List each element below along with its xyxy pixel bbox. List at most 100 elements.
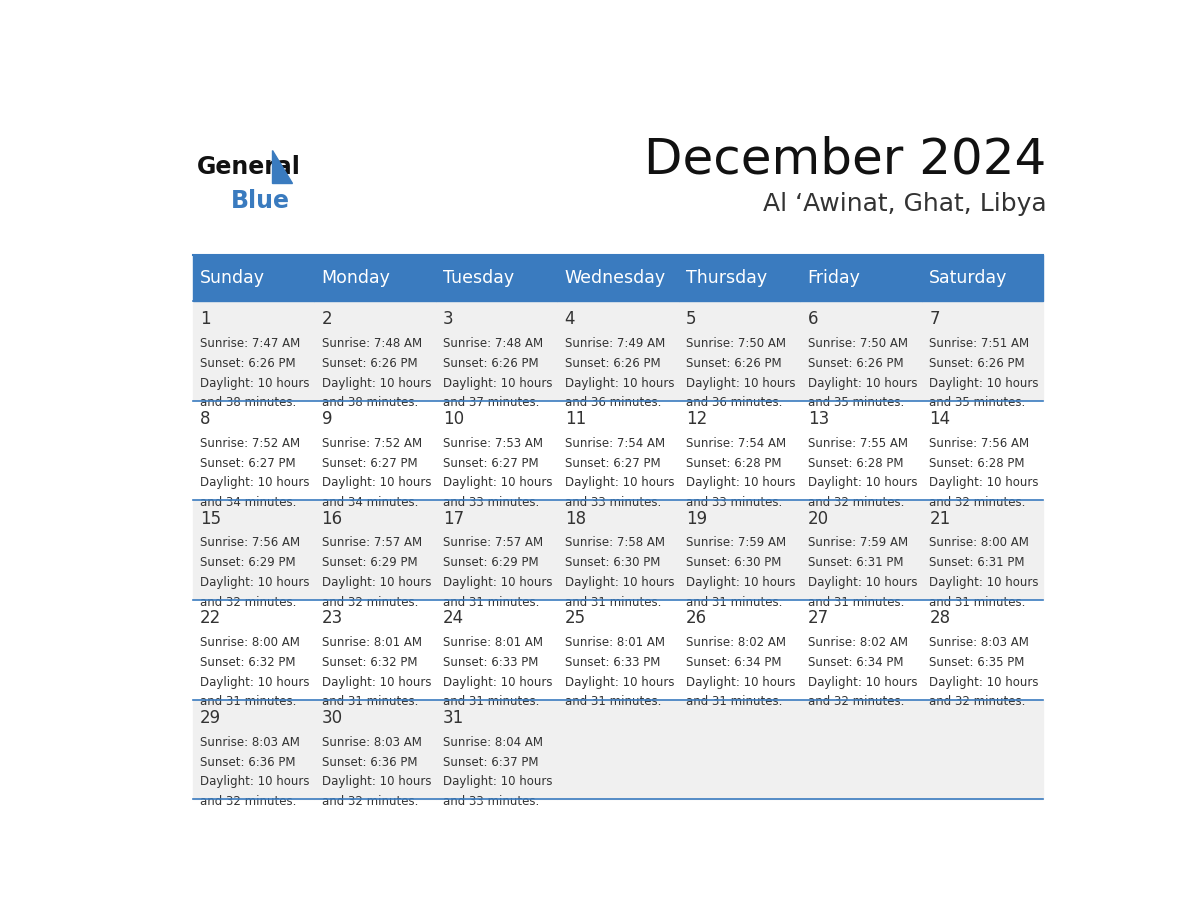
Text: Sunset: 6:29 PM: Sunset: 6:29 PM [322, 556, 417, 569]
Polygon shape [557, 255, 678, 301]
Polygon shape [801, 301, 922, 400]
Text: Sunrise: 7:47 AM: Sunrise: 7:47 AM [200, 337, 301, 350]
Text: Sunrise: 8:02 AM: Sunrise: 8:02 AM [808, 636, 908, 649]
Text: Sunrise: 7:53 AM: Sunrise: 7:53 AM [443, 437, 543, 450]
Text: 26: 26 [687, 610, 707, 627]
Polygon shape [436, 500, 557, 600]
Text: Sunrise: 7:52 AM: Sunrise: 7:52 AM [322, 437, 422, 450]
Text: Sunrise: 7:57 AM: Sunrise: 7:57 AM [443, 536, 543, 549]
Text: Sunrise: 7:52 AM: Sunrise: 7:52 AM [200, 437, 301, 450]
Text: Sunset: 6:30 PM: Sunset: 6:30 PM [564, 556, 661, 569]
Text: Daylight: 10 hours: Daylight: 10 hours [443, 776, 552, 789]
Text: Sunrise: 8:03 AM: Sunrise: 8:03 AM [322, 735, 422, 749]
Text: Sunset: 6:33 PM: Sunset: 6:33 PM [443, 655, 538, 669]
Text: Sunset: 6:29 PM: Sunset: 6:29 PM [200, 556, 296, 569]
Text: Daylight: 10 hours: Daylight: 10 hours [687, 376, 796, 389]
Text: Sunset: 6:26 PM: Sunset: 6:26 PM [929, 357, 1025, 370]
Polygon shape [557, 301, 678, 400]
Text: 28: 28 [929, 610, 950, 627]
Polygon shape [922, 700, 1043, 800]
Text: 3: 3 [443, 310, 454, 329]
Text: Sunset: 6:27 PM: Sunset: 6:27 PM [200, 456, 296, 469]
Text: Wednesday: Wednesday [564, 269, 665, 287]
Text: Sunrise: 8:03 AM: Sunrise: 8:03 AM [929, 636, 1029, 649]
Text: Sunset: 6:30 PM: Sunset: 6:30 PM [687, 556, 782, 569]
Text: 2: 2 [322, 310, 333, 329]
Text: 22: 22 [200, 610, 221, 627]
Text: 18: 18 [564, 509, 586, 528]
Text: Saturday: Saturday [929, 269, 1007, 287]
Text: Sunrise: 7:57 AM: Sunrise: 7:57 AM [322, 536, 422, 549]
Text: Thursday: Thursday [687, 269, 767, 287]
Text: 10: 10 [443, 409, 465, 428]
Text: Daylight: 10 hours: Daylight: 10 hours [200, 576, 310, 589]
Text: Daylight: 10 hours: Daylight: 10 hours [322, 476, 431, 489]
Text: General: General [196, 155, 301, 179]
Text: Daylight: 10 hours: Daylight: 10 hours [929, 576, 1038, 589]
Polygon shape [192, 301, 314, 400]
Text: 16: 16 [322, 509, 342, 528]
Text: Sunset: 6:36 PM: Sunset: 6:36 PM [322, 756, 417, 768]
Text: 17: 17 [443, 509, 465, 528]
Text: Sunrise: 8:02 AM: Sunrise: 8:02 AM [687, 636, 786, 649]
Text: Daylight: 10 hours: Daylight: 10 hours [200, 676, 310, 688]
Text: 24: 24 [443, 610, 465, 627]
Text: Daylight: 10 hours: Daylight: 10 hours [322, 776, 431, 789]
Text: Daylight: 10 hours: Daylight: 10 hours [929, 476, 1038, 489]
Text: 4: 4 [564, 310, 575, 329]
Text: Daylight: 10 hours: Daylight: 10 hours [808, 476, 917, 489]
Text: Sunrise: 7:54 AM: Sunrise: 7:54 AM [564, 437, 665, 450]
Text: and 31 minutes.: and 31 minutes. [687, 596, 783, 609]
Text: Sunset: 6:26 PM: Sunset: 6:26 PM [808, 357, 903, 370]
Text: Sunrise: 7:50 AM: Sunrise: 7:50 AM [808, 337, 908, 350]
Polygon shape [192, 400, 314, 500]
Text: Sunrise: 7:50 AM: Sunrise: 7:50 AM [687, 337, 786, 350]
Text: Al ‘Awinat, Ghat, Libya: Al ‘Awinat, Ghat, Libya [763, 192, 1047, 216]
Text: and 31 minutes.: and 31 minutes. [443, 696, 539, 709]
Text: Daylight: 10 hours: Daylight: 10 hours [687, 576, 796, 589]
Text: December 2024: December 2024 [644, 136, 1047, 184]
Polygon shape [678, 600, 801, 700]
Text: Sunset: 6:27 PM: Sunset: 6:27 PM [564, 456, 661, 469]
Text: and 31 minutes.: and 31 minutes. [443, 596, 539, 609]
Text: 12: 12 [687, 409, 707, 428]
Text: and 32 minutes.: and 32 minutes. [808, 496, 904, 509]
Polygon shape [314, 600, 436, 700]
Text: Sunrise: 8:03 AM: Sunrise: 8:03 AM [200, 735, 299, 749]
Text: Sunrise: 7:56 AM: Sunrise: 7:56 AM [200, 536, 301, 549]
Text: Sunrise: 8:04 AM: Sunrise: 8:04 AM [443, 735, 543, 749]
Polygon shape [678, 400, 801, 500]
Text: Daylight: 10 hours: Daylight: 10 hours [443, 376, 552, 389]
Text: and 33 minutes.: and 33 minutes. [687, 496, 783, 509]
Text: and 32 minutes.: and 32 minutes. [322, 795, 418, 808]
Polygon shape [192, 500, 314, 600]
Text: Daylight: 10 hours: Daylight: 10 hours [200, 476, 310, 489]
Text: and 32 minutes.: and 32 minutes. [322, 596, 418, 609]
Polygon shape [314, 500, 436, 600]
Polygon shape [801, 400, 922, 500]
Polygon shape [272, 151, 292, 183]
Text: Daylight: 10 hours: Daylight: 10 hours [808, 576, 917, 589]
Text: and 36 minutes.: and 36 minutes. [687, 397, 783, 409]
Polygon shape [557, 500, 678, 600]
Text: Tuesday: Tuesday [443, 269, 514, 287]
Text: Sunset: 6:26 PM: Sunset: 6:26 PM [564, 357, 661, 370]
Text: Sunrise: 7:48 AM: Sunrise: 7:48 AM [443, 337, 543, 350]
Text: and 36 minutes.: and 36 minutes. [564, 397, 661, 409]
Polygon shape [436, 700, 557, 800]
Text: Daylight: 10 hours: Daylight: 10 hours [443, 576, 552, 589]
Text: 9: 9 [322, 409, 333, 428]
Text: and 31 minutes.: and 31 minutes. [322, 696, 418, 709]
Text: 6: 6 [808, 310, 819, 329]
Text: 11: 11 [564, 409, 586, 428]
Text: Daylight: 10 hours: Daylight: 10 hours [564, 476, 674, 489]
Polygon shape [678, 301, 801, 400]
Text: and 32 minutes.: and 32 minutes. [929, 496, 1025, 509]
Polygon shape [314, 400, 436, 500]
Text: Sunset: 6:26 PM: Sunset: 6:26 PM [322, 357, 417, 370]
Text: 5: 5 [687, 310, 696, 329]
Text: Daylight: 10 hours: Daylight: 10 hours [687, 676, 796, 688]
Text: Daylight: 10 hours: Daylight: 10 hours [687, 476, 796, 489]
Text: Sunset: 6:34 PM: Sunset: 6:34 PM [687, 655, 782, 669]
Polygon shape [192, 255, 314, 301]
